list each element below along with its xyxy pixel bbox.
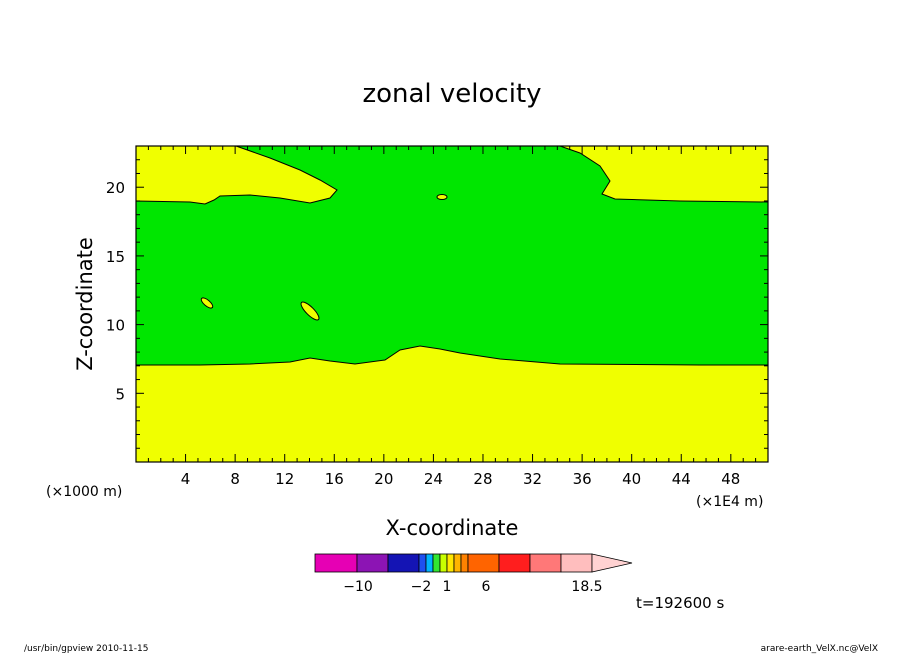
time-label: t=192600 s — [636, 594, 724, 612]
colorbar-segment — [418, 553, 427, 573]
x-tick-label: 12 — [275, 470, 294, 488]
chart-title: zonal velocity — [362, 79, 541, 109]
x-tick-label: 8 — [230, 470, 240, 488]
colorbar-segment — [498, 553, 531, 573]
colorbar-label: 1 — [443, 579, 452, 595]
y-axis-label: Z-coordinate — [73, 237, 97, 371]
x-tick-label: 36 — [573, 470, 592, 488]
x-tick-label: 28 — [473, 470, 492, 488]
footer-right: arare-earth_VelX.nc@VelX — [761, 644, 878, 654]
colorbar-segment — [529, 553, 562, 573]
axis-ticks — [136, 146, 768, 462]
colorbar-segment — [446, 553, 455, 573]
colorbar-segment — [432, 553, 441, 573]
colorbar — [314, 553, 633, 573]
x-tick-label: 44 — [672, 470, 691, 488]
colorbar-segment — [560, 553, 593, 573]
x-axis-label: X-coordinate — [386, 516, 519, 540]
colorbar-segment — [314, 553, 358, 573]
x-tick-label: 32 — [523, 470, 542, 488]
colorbar-label: 6 — [482, 579, 491, 595]
x-tick-label: 40 — [622, 470, 641, 488]
x-tick-label: 48 — [721, 470, 740, 488]
x-tick-label: 24 — [424, 470, 443, 488]
colorbar-segment — [356, 553, 389, 573]
colorbar-segment — [439, 553, 448, 573]
y-tick-label: 15 — [106, 248, 125, 266]
y-tick-label: 5 — [115, 385, 125, 403]
yellow-island-1 — [200, 297, 214, 309]
x-tick-label: 20 — [374, 470, 393, 488]
colorbar-segment — [425, 553, 434, 573]
colorbar-label: −2 — [411, 579, 432, 595]
colorbar-segment — [387, 553, 420, 573]
footer-left: /usr/bin/gpview 2010-11-15 — [24, 644, 148, 654]
plot-frame — [135, 145, 769, 463]
y-tick-label: 10 — [106, 317, 125, 335]
x-units-right: (×1E4 m) — [696, 494, 763, 510]
colorbar-label: 18.5 — [571, 579, 602, 595]
colorbar-labels: −10 −2 1 6 18.5 — [343, 579, 602, 595]
green-contour-region — [135, 145, 769, 366]
yellow-island-3 — [436, 194, 448, 200]
x-tick-label: 16 — [325, 470, 344, 488]
yellow-island-2 — [300, 301, 320, 321]
x-tick-label: 4 — [181, 470, 191, 488]
colorbar-arrow — [591, 553, 633, 573]
colorbar-segment — [453, 553, 462, 573]
x-units-left: (×1000 m) — [46, 484, 122, 500]
y-tick-label: 20 — [106, 179, 125, 197]
colorbar-segment — [460, 553, 469, 573]
colorbar-label: −10 — [343, 579, 373, 595]
colorbar-segment — [467, 553, 500, 573]
